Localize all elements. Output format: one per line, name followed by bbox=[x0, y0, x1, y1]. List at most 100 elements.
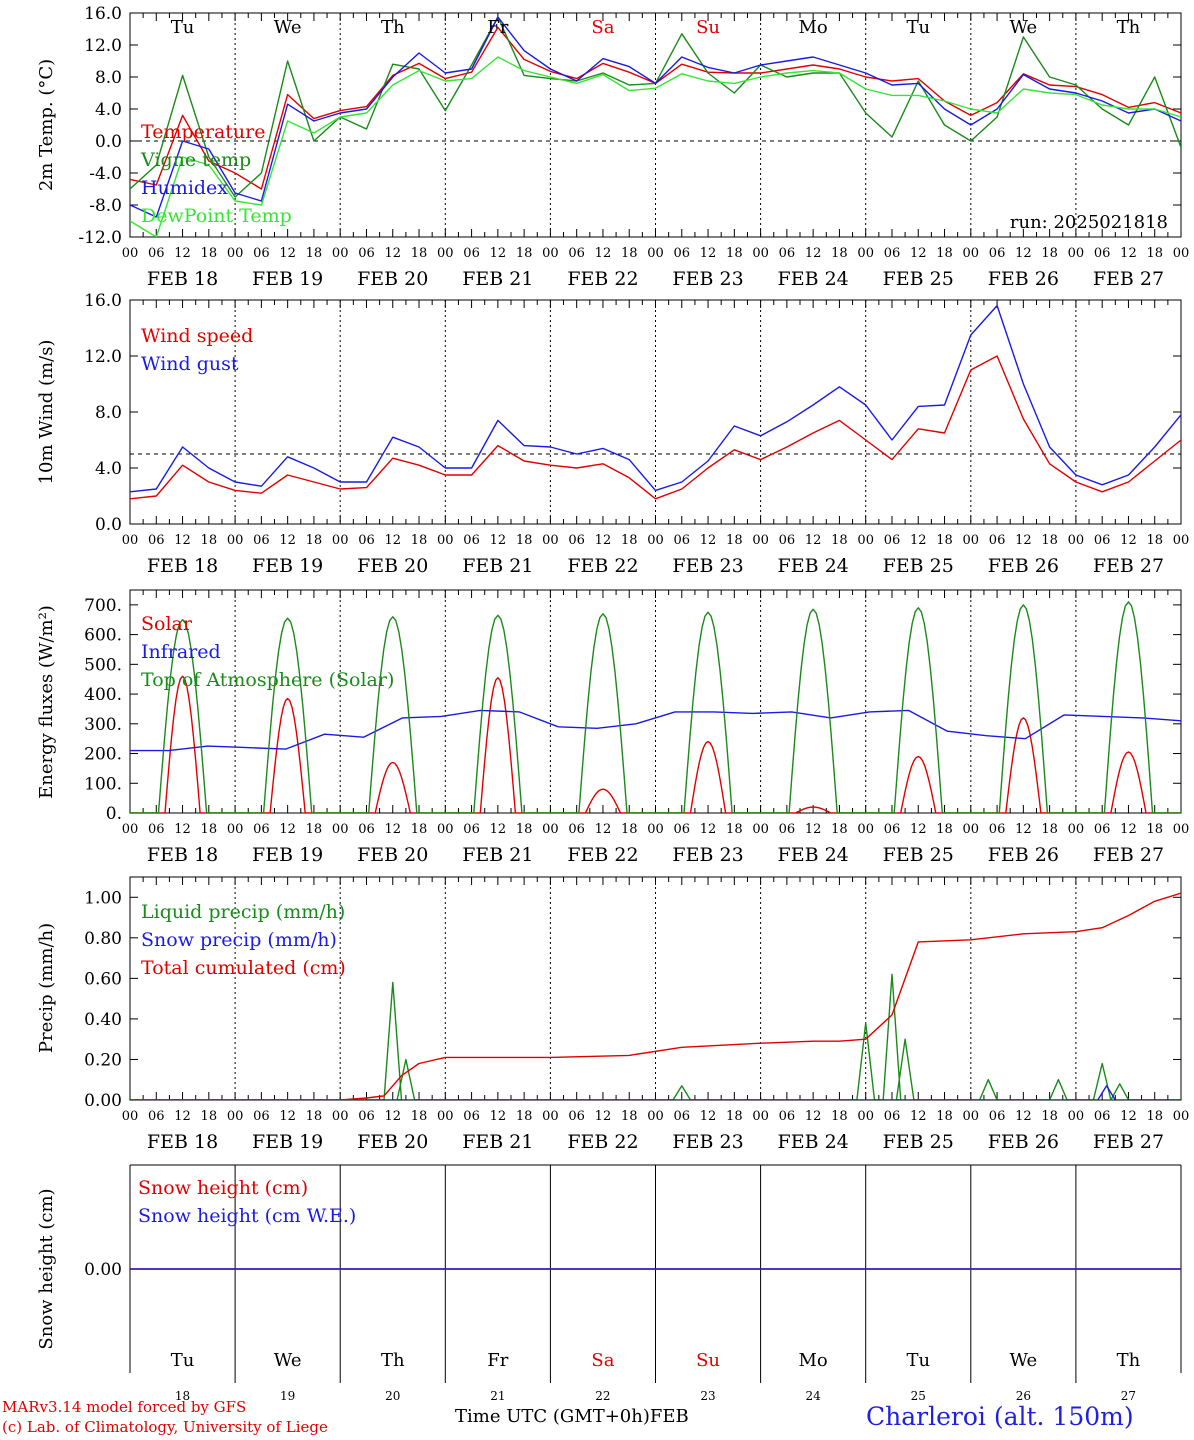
series-group bbox=[130, 16, 1181, 237]
hour-tick-label: 18 bbox=[831, 822, 848, 837]
date-label: FEB 20 bbox=[357, 268, 428, 290]
series-group bbox=[130, 892, 1181, 1100]
legend-entry: Vigne temp bbox=[140, 149, 251, 171]
y-tick-label: 1.00 bbox=[84, 888, 122, 908]
day-of-week-label: Tu bbox=[906, 1350, 930, 1371]
hour-tick-label: 06 bbox=[148, 1109, 165, 1124]
day-of-week-label: Fr bbox=[487, 17, 508, 38]
day-of-week-label: Th bbox=[1117, 17, 1141, 38]
y-tick-label: 200. bbox=[84, 745, 122, 765]
hour-tick-label: 18 bbox=[936, 822, 953, 837]
hour-tick-label: 00 bbox=[647, 533, 664, 548]
date-label: FEB 25 bbox=[883, 268, 954, 290]
hour-tick-label: 12 bbox=[279, 822, 296, 837]
series-liquid-precip-mm-h- bbox=[130, 973, 1181, 1100]
hour-tick-label: 18 bbox=[831, 1109, 848, 1124]
hour-tick-label: 18 bbox=[831, 533, 848, 548]
hour-tick-label: 12 bbox=[384, 533, 401, 548]
date-label: FEB 22 bbox=[567, 844, 638, 866]
hour-tick-label: 06 bbox=[884, 1109, 901, 1124]
hour-tick-label: 12 bbox=[1120, 822, 1137, 837]
hour-tick-label: 12 bbox=[805, 822, 822, 837]
hour-tick-label: 00 bbox=[122, 822, 139, 837]
day-of-week-label: Mo bbox=[799, 17, 828, 38]
hour-tick-label: 18 bbox=[411, 246, 428, 261]
hour-tick-label: 06 bbox=[463, 533, 480, 548]
time-axis-label: Time UTC (GMT+0h) bbox=[455, 1406, 650, 1427]
hour-tick-label: 12 bbox=[174, 246, 191, 261]
legend-entry: Snow height (cm W.E.) bbox=[138, 1205, 356, 1227]
hour-tick-label: 18 bbox=[516, 246, 533, 261]
date-label: FEB 21 bbox=[462, 268, 533, 290]
y-axis-title: Precip (mm/h) bbox=[36, 923, 57, 1053]
y-tick-label: 4.0 bbox=[95, 459, 122, 479]
date-label: FEB 21 bbox=[462, 844, 533, 866]
day-number-label: 21 bbox=[490, 1389, 505, 1403]
date-label: FEB 21 bbox=[462, 1131, 533, 1153]
series-snow-precip-mm-h- bbox=[130, 1085, 1181, 1100]
series-solar bbox=[130, 675, 1181, 813]
hour-tick-label: 18 bbox=[201, 246, 218, 261]
hour-tick-label: 12 bbox=[700, 822, 717, 837]
hour-tick-label: 18 bbox=[201, 1109, 218, 1124]
y-tick-label: 600. bbox=[84, 626, 122, 646]
hour-tick-label: 12 bbox=[490, 246, 507, 261]
hour-tick-label: 06 bbox=[568, 533, 585, 548]
hour-tick-label: 00 bbox=[1173, 822, 1190, 837]
date-label: FEB 24 bbox=[778, 1131, 849, 1153]
day-of-week-label: Fr bbox=[487, 1350, 508, 1371]
date-label: FEB 23 bbox=[672, 555, 743, 577]
y-axis-title: 2m Temp. (°C) bbox=[36, 59, 57, 191]
hour-tick-label: 12 bbox=[910, 1109, 927, 1124]
hour-tick-label: 06 bbox=[989, 822, 1006, 837]
date-label: FEB 25 bbox=[883, 555, 954, 577]
day-of-week-label: Tu bbox=[171, 1350, 195, 1371]
y-tick-label: 16.0 bbox=[84, 291, 122, 311]
day-number-label: 19 bbox=[280, 1389, 295, 1403]
date-label: FEB 27 bbox=[1093, 555, 1164, 577]
y-tick-label: 300. bbox=[84, 715, 122, 735]
hour-tick-label: 00 bbox=[1068, 822, 1085, 837]
date-label: FEB 18 bbox=[147, 1131, 218, 1153]
hour-tick-label: 06 bbox=[148, 822, 165, 837]
date-label: FEB 27 bbox=[1093, 268, 1164, 290]
hour-tick-label: 00 bbox=[122, 1109, 139, 1124]
date-label: FEB 20 bbox=[357, 555, 428, 577]
hour-tick-label: 12 bbox=[910, 533, 927, 548]
run-annotation: run: 2025021818 bbox=[1010, 212, 1168, 233]
date-label: FEB 18 bbox=[147, 844, 218, 866]
hour-tick-label: 18 bbox=[411, 822, 428, 837]
series-group bbox=[130, 601, 1181, 813]
hour-tick-label: 06 bbox=[1094, 1109, 1111, 1124]
hour-tick-label: 00 bbox=[1173, 1109, 1190, 1124]
hour-tick-label: 00 bbox=[647, 1109, 664, 1124]
hour-tick-label: 12 bbox=[279, 1109, 296, 1124]
hour-tick-label: 12 bbox=[384, 246, 401, 261]
hour-tick-label: 18 bbox=[201, 822, 218, 837]
hour-tick-label: 00 bbox=[332, 533, 349, 548]
day-of-week-label: We bbox=[274, 17, 302, 38]
hour-tick-label: 06 bbox=[1094, 822, 1111, 837]
y-tick-label: -4.0 bbox=[89, 164, 122, 184]
hour-tick-label: 18 bbox=[516, 822, 533, 837]
hour-tick-label: 18 bbox=[621, 822, 638, 837]
panel-wind bbox=[129, 299, 1182, 525]
series-infrared bbox=[130, 709, 1181, 752]
hour-tick-label: 00 bbox=[227, 1109, 244, 1124]
hour-tick-label: 06 bbox=[779, 246, 796, 261]
day-of-week-label: Th bbox=[381, 17, 405, 38]
hour-tick-label: 00 bbox=[437, 533, 454, 548]
hour-tick-label: 00 bbox=[542, 1109, 559, 1124]
hour-tick-label: 06 bbox=[1094, 246, 1111, 261]
hour-tick-label: 00 bbox=[437, 1109, 454, 1124]
hour-tick-label: 06 bbox=[253, 533, 270, 548]
y-tick-label: 0.00 bbox=[84, 1091, 122, 1111]
hour-tick-label: 00 bbox=[857, 1109, 874, 1124]
hour-tick-label: 06 bbox=[779, 533, 796, 548]
date-label: FEB 23 bbox=[672, 1131, 743, 1153]
y-tick-label: 0. bbox=[106, 804, 122, 824]
hour-tick-label: 06 bbox=[358, 1109, 375, 1124]
hour-tick-label: 12 bbox=[490, 533, 507, 548]
hour-tick-label: 06 bbox=[568, 1109, 585, 1124]
y-axis-title: 10m Wind (m/s) bbox=[36, 340, 57, 485]
